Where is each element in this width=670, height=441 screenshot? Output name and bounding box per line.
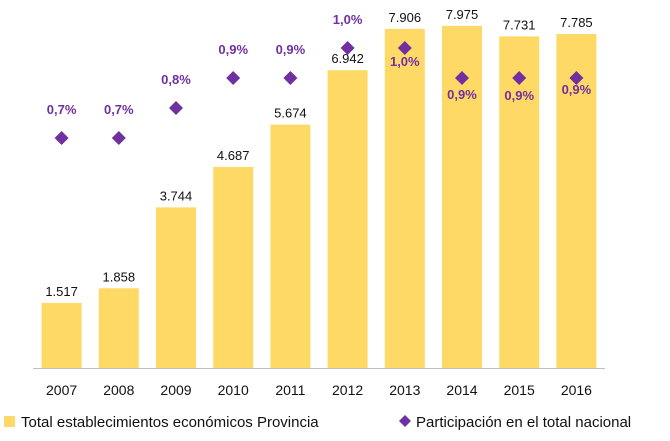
bar-2009 [156,207,196,368]
bar-value-label: 1.517 [45,284,78,299]
legend-label-participation: Participación en el total nacional [416,414,631,431]
bar-value-label: 5.674 [274,106,307,121]
x-tick-label: 2015 [504,382,535,398]
bar-2015 [499,36,540,369]
legend-swatch-bar [4,416,15,427]
participation-marker-2013 [397,41,412,55]
bar-value-label: 6.942 [331,51,364,66]
bar-value-label: 1.858 [103,269,136,284]
participation-value-label: 0,7% [47,102,77,117]
bar-2013 [384,28,425,368]
legend-label-bar: Total establecimientos económicos Provin… [21,414,319,431]
x-tick-label: 2012 [332,382,363,398]
participation-marker-2011 [283,71,298,85]
bar-2007 [41,302,82,368]
bar-value-label: 7.785 [560,15,593,30]
pct-labels-group: 0,7% 0,7% 0,8% 0,9% 0,9% 1,0% 1,0% 0,9% 0,9% 0,9% [47,12,592,117]
x-axis-ticks: 2007 2008 2009 2010 2011 2012 2013 2014 2015 2016 [46,382,592,398]
participation-value-label: 0,9% [276,42,306,57]
bar-2012 [327,70,368,368]
participation-marker-2014 [455,71,469,85]
x-tick-label: 2016 [561,382,592,398]
x-tick-label: 2011 [275,382,305,398]
participation-value-label: 1,0% [390,54,420,69]
x-tick-label: 2014 [446,382,477,398]
participation-marker-2010 [226,71,241,85]
participation-value-label: 0,9% [218,42,248,57]
participation-value-label: 0,9% [504,88,534,103]
bars-group [41,25,597,369]
x-tick-label: 2008 [103,382,134,398]
legend-swatch-diamond [399,415,411,427]
participation-marker-2008 [111,131,126,145]
participation-value-label: 0,7% [104,102,134,117]
bar-2008 [98,288,139,368]
participation-marker-2016 [569,71,584,85]
participation-value-label: 0,9% [447,87,477,102]
markers-group [54,41,584,145]
participation-marker-2015 [512,71,527,85]
bar-2010 [213,166,254,368]
x-tick-label: 2007 [46,382,77,398]
bar-labels-group: 1.517 1.858 3.744 4.687 5.674 6.942 7.906 7.975… [45,7,592,299]
participation-marker-2009 [169,101,183,115]
bar-value-label: 4.687 [217,148,250,163]
bar-2016 [556,34,597,368]
x-tick-label: 2009 [160,382,191,398]
bar-value-label: 3.744 [160,188,193,203]
bar-value-label: 7.975 [446,7,479,22]
bar-value-label: 7.906 [389,10,422,25]
participation-value-label: 1,0% [333,12,363,27]
x-tick-label: 2013 [389,382,420,398]
participation-marker-2007 [54,131,69,145]
participation-value-label: 0,8% [161,72,191,87]
x-tick-label: 2010 [218,382,249,398]
legend: Total establecimientos económicos Provin… [4,414,631,431]
participation-marker-2012 [340,41,355,55]
bar-2011 [270,124,311,368]
bar-value-label: 7.731 [503,17,536,32]
participation-value-label: 0,9% [562,82,592,97]
